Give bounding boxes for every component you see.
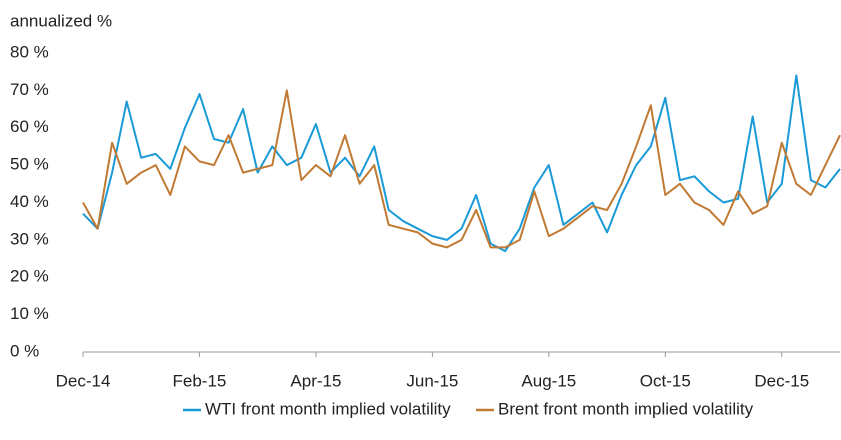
legend-label: Brent front month implied volatility (498, 399, 754, 418)
y-tick-label: 0 % (10, 341, 39, 360)
y-tick-label: 80 % (10, 42, 49, 61)
x-tick-label: Dec-15 (754, 371, 809, 390)
legend-label: WTI front month implied volatility (205, 399, 451, 418)
x-tick-label: Jun-15 (406, 371, 458, 390)
y-tick-label: 30 % (10, 229, 49, 248)
y-tick-label: 70 % (10, 80, 49, 99)
y-tick-label: 60 % (10, 117, 49, 136)
y-tick-label: 40 % (10, 192, 49, 211)
x-tick-label: Aug-15 (521, 371, 576, 390)
series-line (82, 74, 841, 253)
series-line (82, 89, 841, 249)
x-tick-label: Dec-14 (56, 371, 111, 390)
x-tick-label: Feb-15 (173, 371, 227, 390)
x-tick-label: Oct-15 (640, 371, 691, 390)
y-axis-label: annualized % (10, 11, 112, 30)
y-tick-label: 20 % (10, 267, 49, 286)
x-tick-label: Apr-15 (290, 371, 341, 390)
y-tick-label: 10 % (10, 304, 49, 323)
y-tick-label: 50 % (10, 155, 49, 174)
